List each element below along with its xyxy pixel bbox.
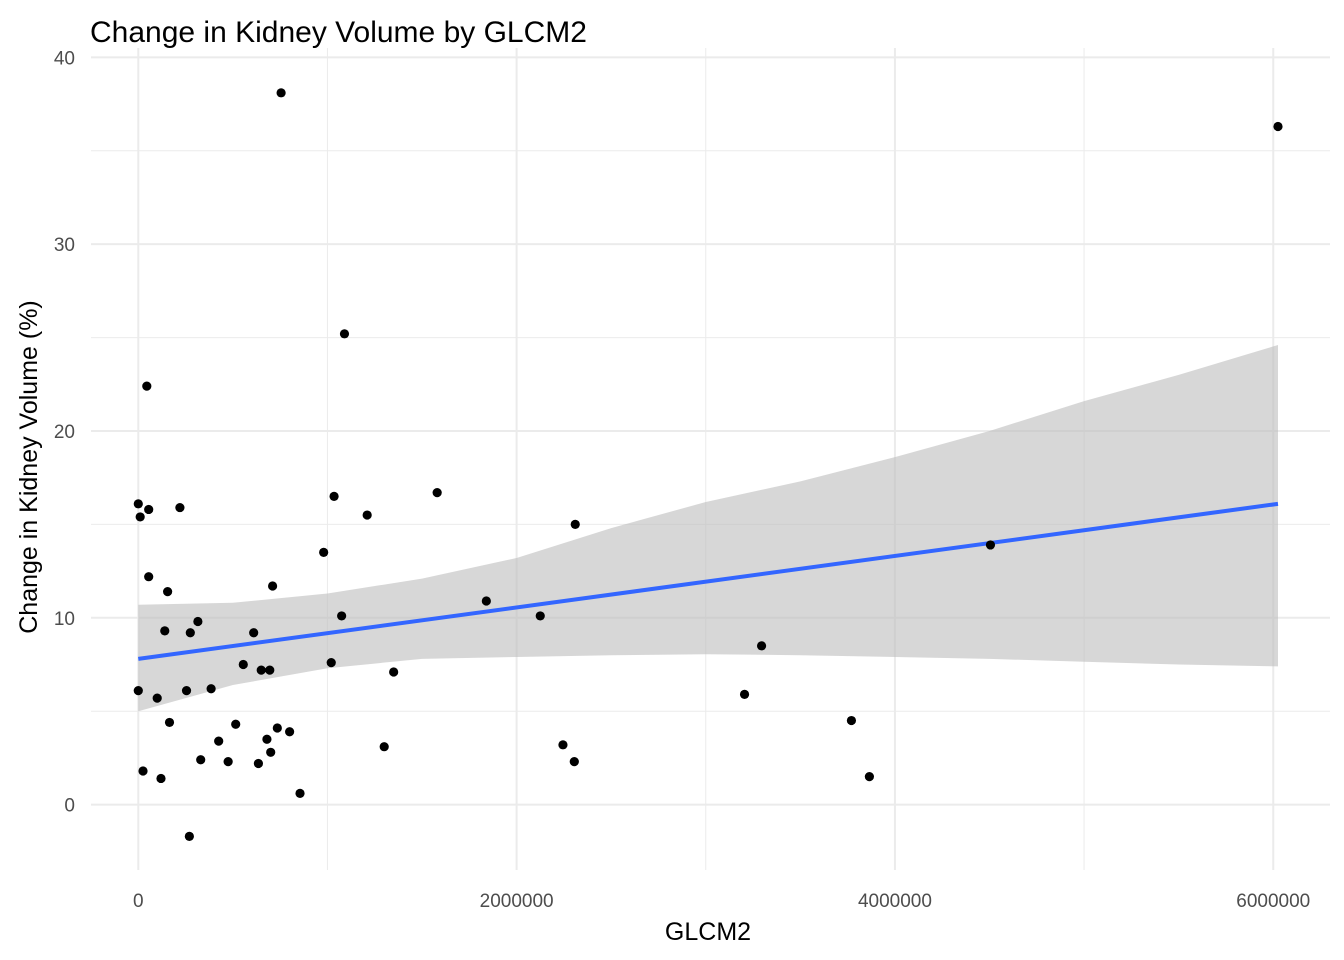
data-point xyxy=(152,693,162,703)
data-point xyxy=(339,329,350,339)
data-point xyxy=(238,659,248,670)
chart-title: Change in Kidney Volume by GLCM2 xyxy=(90,16,587,49)
data-point xyxy=(156,773,166,784)
data-point xyxy=(326,658,336,668)
y-axis-title: Change in Kidney Volume (%) xyxy=(15,300,43,634)
data-point xyxy=(184,831,194,841)
fit-line xyxy=(138,501,1279,661)
fit-line-group xyxy=(138,501,1279,661)
data-point xyxy=(295,788,305,799)
data-point xyxy=(285,727,295,737)
x-tick-label: 2000000 xyxy=(480,891,554,912)
data-point xyxy=(265,665,275,675)
data-point xyxy=(181,686,192,696)
data-point xyxy=(164,717,175,728)
data-points xyxy=(133,88,1283,841)
data-point xyxy=(272,723,282,733)
y-tick-label: 0 xyxy=(64,796,75,817)
x-tick-label: 6000000 xyxy=(1236,891,1310,912)
data-point xyxy=(266,747,276,757)
data-point xyxy=(337,611,347,621)
data-point xyxy=(985,540,996,550)
y-tick-label: 10 xyxy=(54,609,75,630)
data-point xyxy=(163,587,173,597)
data-point xyxy=(329,491,339,501)
data-point xyxy=(144,572,154,582)
data-point xyxy=(175,502,185,513)
data-point xyxy=(185,628,195,638)
data-point xyxy=(193,616,203,627)
data-point xyxy=(267,581,278,591)
x-tick-label: 4000000 xyxy=(858,891,932,912)
data-point xyxy=(144,504,154,515)
data-point xyxy=(135,512,145,522)
data-point xyxy=(214,736,224,746)
x-axis-title: GLCM2 xyxy=(665,918,751,946)
data-point xyxy=(249,628,259,638)
data-point xyxy=(379,742,389,752)
data-point xyxy=(276,88,286,98)
data-point xyxy=(231,719,241,729)
data-point xyxy=(223,757,233,767)
data-point xyxy=(535,611,545,621)
data-point xyxy=(362,510,372,520)
data-point xyxy=(319,547,329,558)
data-point xyxy=(160,626,170,636)
data-point xyxy=(739,689,750,699)
data-point xyxy=(432,488,442,498)
data-point xyxy=(133,686,143,696)
data-point xyxy=(262,734,272,744)
data-point xyxy=(846,715,857,726)
data-point xyxy=(864,771,874,782)
y-tick-label: 30 xyxy=(54,235,75,256)
data-point xyxy=(142,381,152,391)
data-point xyxy=(138,766,148,776)
tick-labels: 0 2000000 4000000 6000000 0 10 20 30 40 xyxy=(54,48,1310,912)
data-point xyxy=(756,641,767,651)
data-point xyxy=(253,758,264,769)
data-point xyxy=(570,519,580,529)
data-point xyxy=(1273,121,1283,132)
data-point xyxy=(569,757,579,767)
data-point xyxy=(256,665,266,675)
y-tick-label: 40 xyxy=(54,48,75,69)
data-point xyxy=(133,499,143,509)
data-point xyxy=(389,667,399,677)
data-point xyxy=(196,755,206,765)
y-tick-label: 20 xyxy=(54,422,75,443)
data-point xyxy=(558,740,568,750)
data-point xyxy=(481,596,491,606)
x-tick-label: 0 xyxy=(133,891,144,912)
data-point xyxy=(206,684,216,694)
